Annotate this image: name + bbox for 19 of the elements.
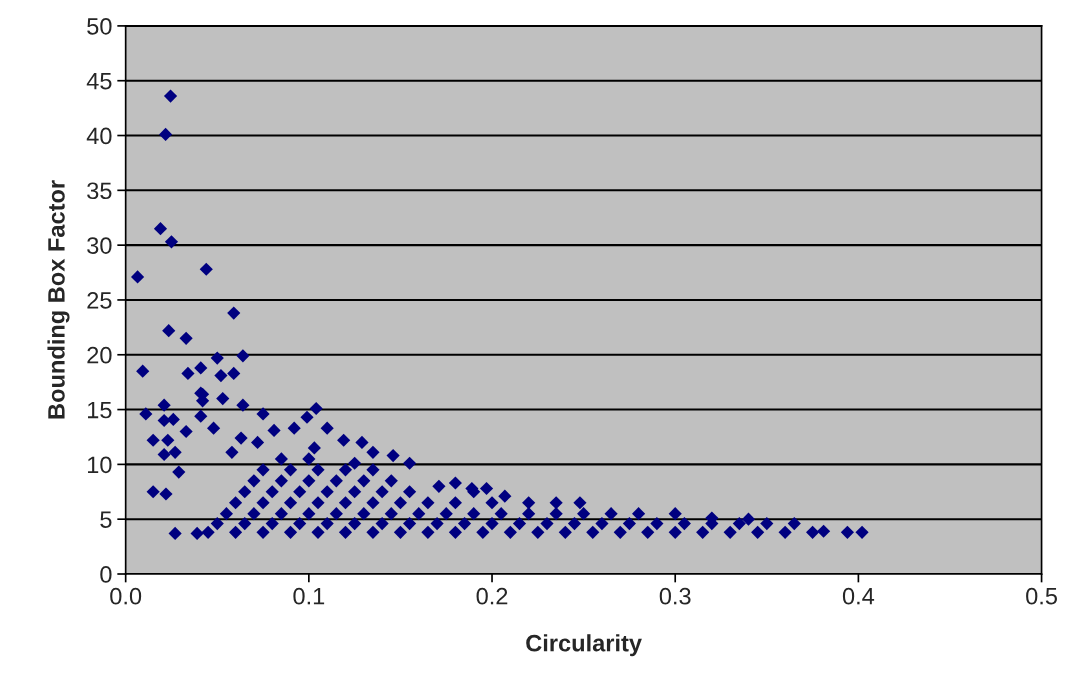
y-tick-label: 0 bbox=[100, 566, 112, 583]
y-tick-label: 10 bbox=[88, 456, 112, 474]
y-tick-label: 15 bbox=[88, 401, 112, 419]
x-axis-title: Circularity bbox=[526, 634, 642, 657]
x-tick-label: 0.4 bbox=[842, 587, 875, 605]
y-tick-label: 35 bbox=[87, 182, 112, 200]
x-tick-label: 0.3 bbox=[659, 587, 691, 605]
y-tick-label: 50 bbox=[87, 17, 112, 35]
y-tick-label: 5 bbox=[100, 511, 112, 528]
x-tick-label: 0.5 bbox=[1026, 587, 1057, 605]
x-tick-label: 0.0 bbox=[110, 587, 142, 605]
y-tick-label: 30 bbox=[87, 237, 112, 254]
x-tick-label: 0.1 bbox=[293, 587, 325, 605]
y-tick-label: 25 bbox=[87, 292, 112, 309]
y-axis-title: Bounding Box Factor bbox=[47, 180, 70, 419]
y-tick-label: 40 bbox=[86, 127, 112, 145]
y-tick-label: 20 bbox=[87, 346, 112, 364]
y-tick-label: 45 bbox=[86, 73, 112, 90]
x-tick-label: 0.2 bbox=[476, 587, 508, 605]
